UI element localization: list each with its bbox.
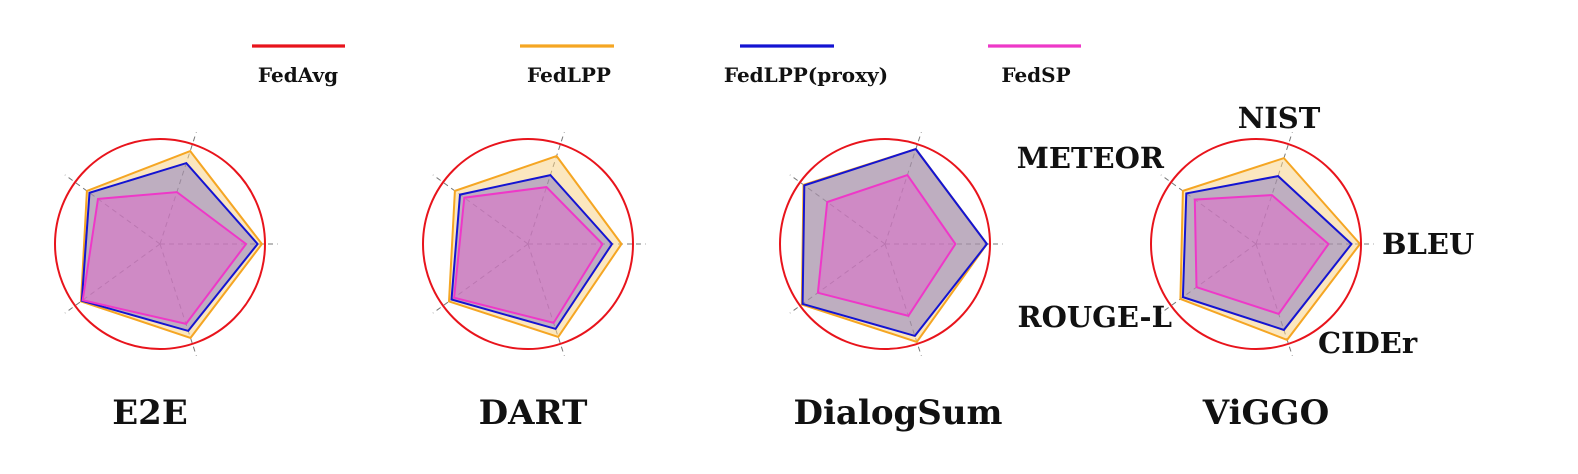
series-fedavg-dialogsum <box>779 138 991 350</box>
legend-item-fedlpp: FedLPP <box>520 44 614 87</box>
legend-label-fedlpp: FedLPP <box>527 63 611 87</box>
panel-title-dart: DART <box>479 393 588 433</box>
series-fedlpp-proxy-e2e <box>80 161 259 333</box>
axis-label-bleu: BLEU <box>1382 227 1474 261</box>
axis-label-rouge-l: ROUGE-L <box>1018 300 1173 334</box>
panel-title-e2e: E2E <box>112 393 188 433</box>
series-fedsp-dart <box>453 186 604 325</box>
series-fedavg-e2e <box>54 138 266 350</box>
series-fedsp-e2e <box>81 191 248 326</box>
panel-dart: DART <box>422 132 646 433</box>
series-fedsp-dialogsum <box>816 173 957 318</box>
series-fedavg-viggo <box>1150 138 1362 350</box>
legend-item-fedavg: FedAvg <box>252 44 345 87</box>
panel-dialogsum: DialogSum <box>779 132 1003 433</box>
legend-label-fedsp: FedSP <box>1001 63 1070 87</box>
legend-item-fedlpp-proxy: FedLPP(proxy) <box>724 44 888 87</box>
panel-title-dialogsum: DialogSum <box>793 393 1002 433</box>
series-fedlpp-proxy-viggo <box>1181 175 1353 332</box>
panel-e2e: E2E <box>54 132 278 433</box>
legend-item-fedsp: FedSP <box>988 44 1081 87</box>
axis-label-cider: CIDEr <box>1318 326 1418 360</box>
series-fedlpp-dart <box>447 154 623 339</box>
panel-title-viggo: ViGGO <box>1202 393 1329 433</box>
legend: FedAvg FedLPP FedLPP(proxy) FedSP <box>252 44 1081 87</box>
panel-viggo: ViGGO BLEU NIST METEOR ROUGE-L CIDEr <box>1017 101 1475 433</box>
series-fedlpp-viggo <box>1179 156 1362 342</box>
axis-label-meteor: METEOR <box>1017 141 1165 175</box>
axis-label-nist: NIST <box>1238 101 1321 135</box>
series-fedsp-viggo <box>1193 194 1330 316</box>
legend-label-fedavg: FedAvg <box>258 63 338 87</box>
legend-label-fedlpp-proxy: FedLPP(proxy) <box>724 63 888 87</box>
series-fedavg-dart <box>422 138 634 350</box>
radar-panels: E2E DART DialogSum ViGGO BLEU NIST METEOR ROUGE… <box>54 101 1475 433</box>
